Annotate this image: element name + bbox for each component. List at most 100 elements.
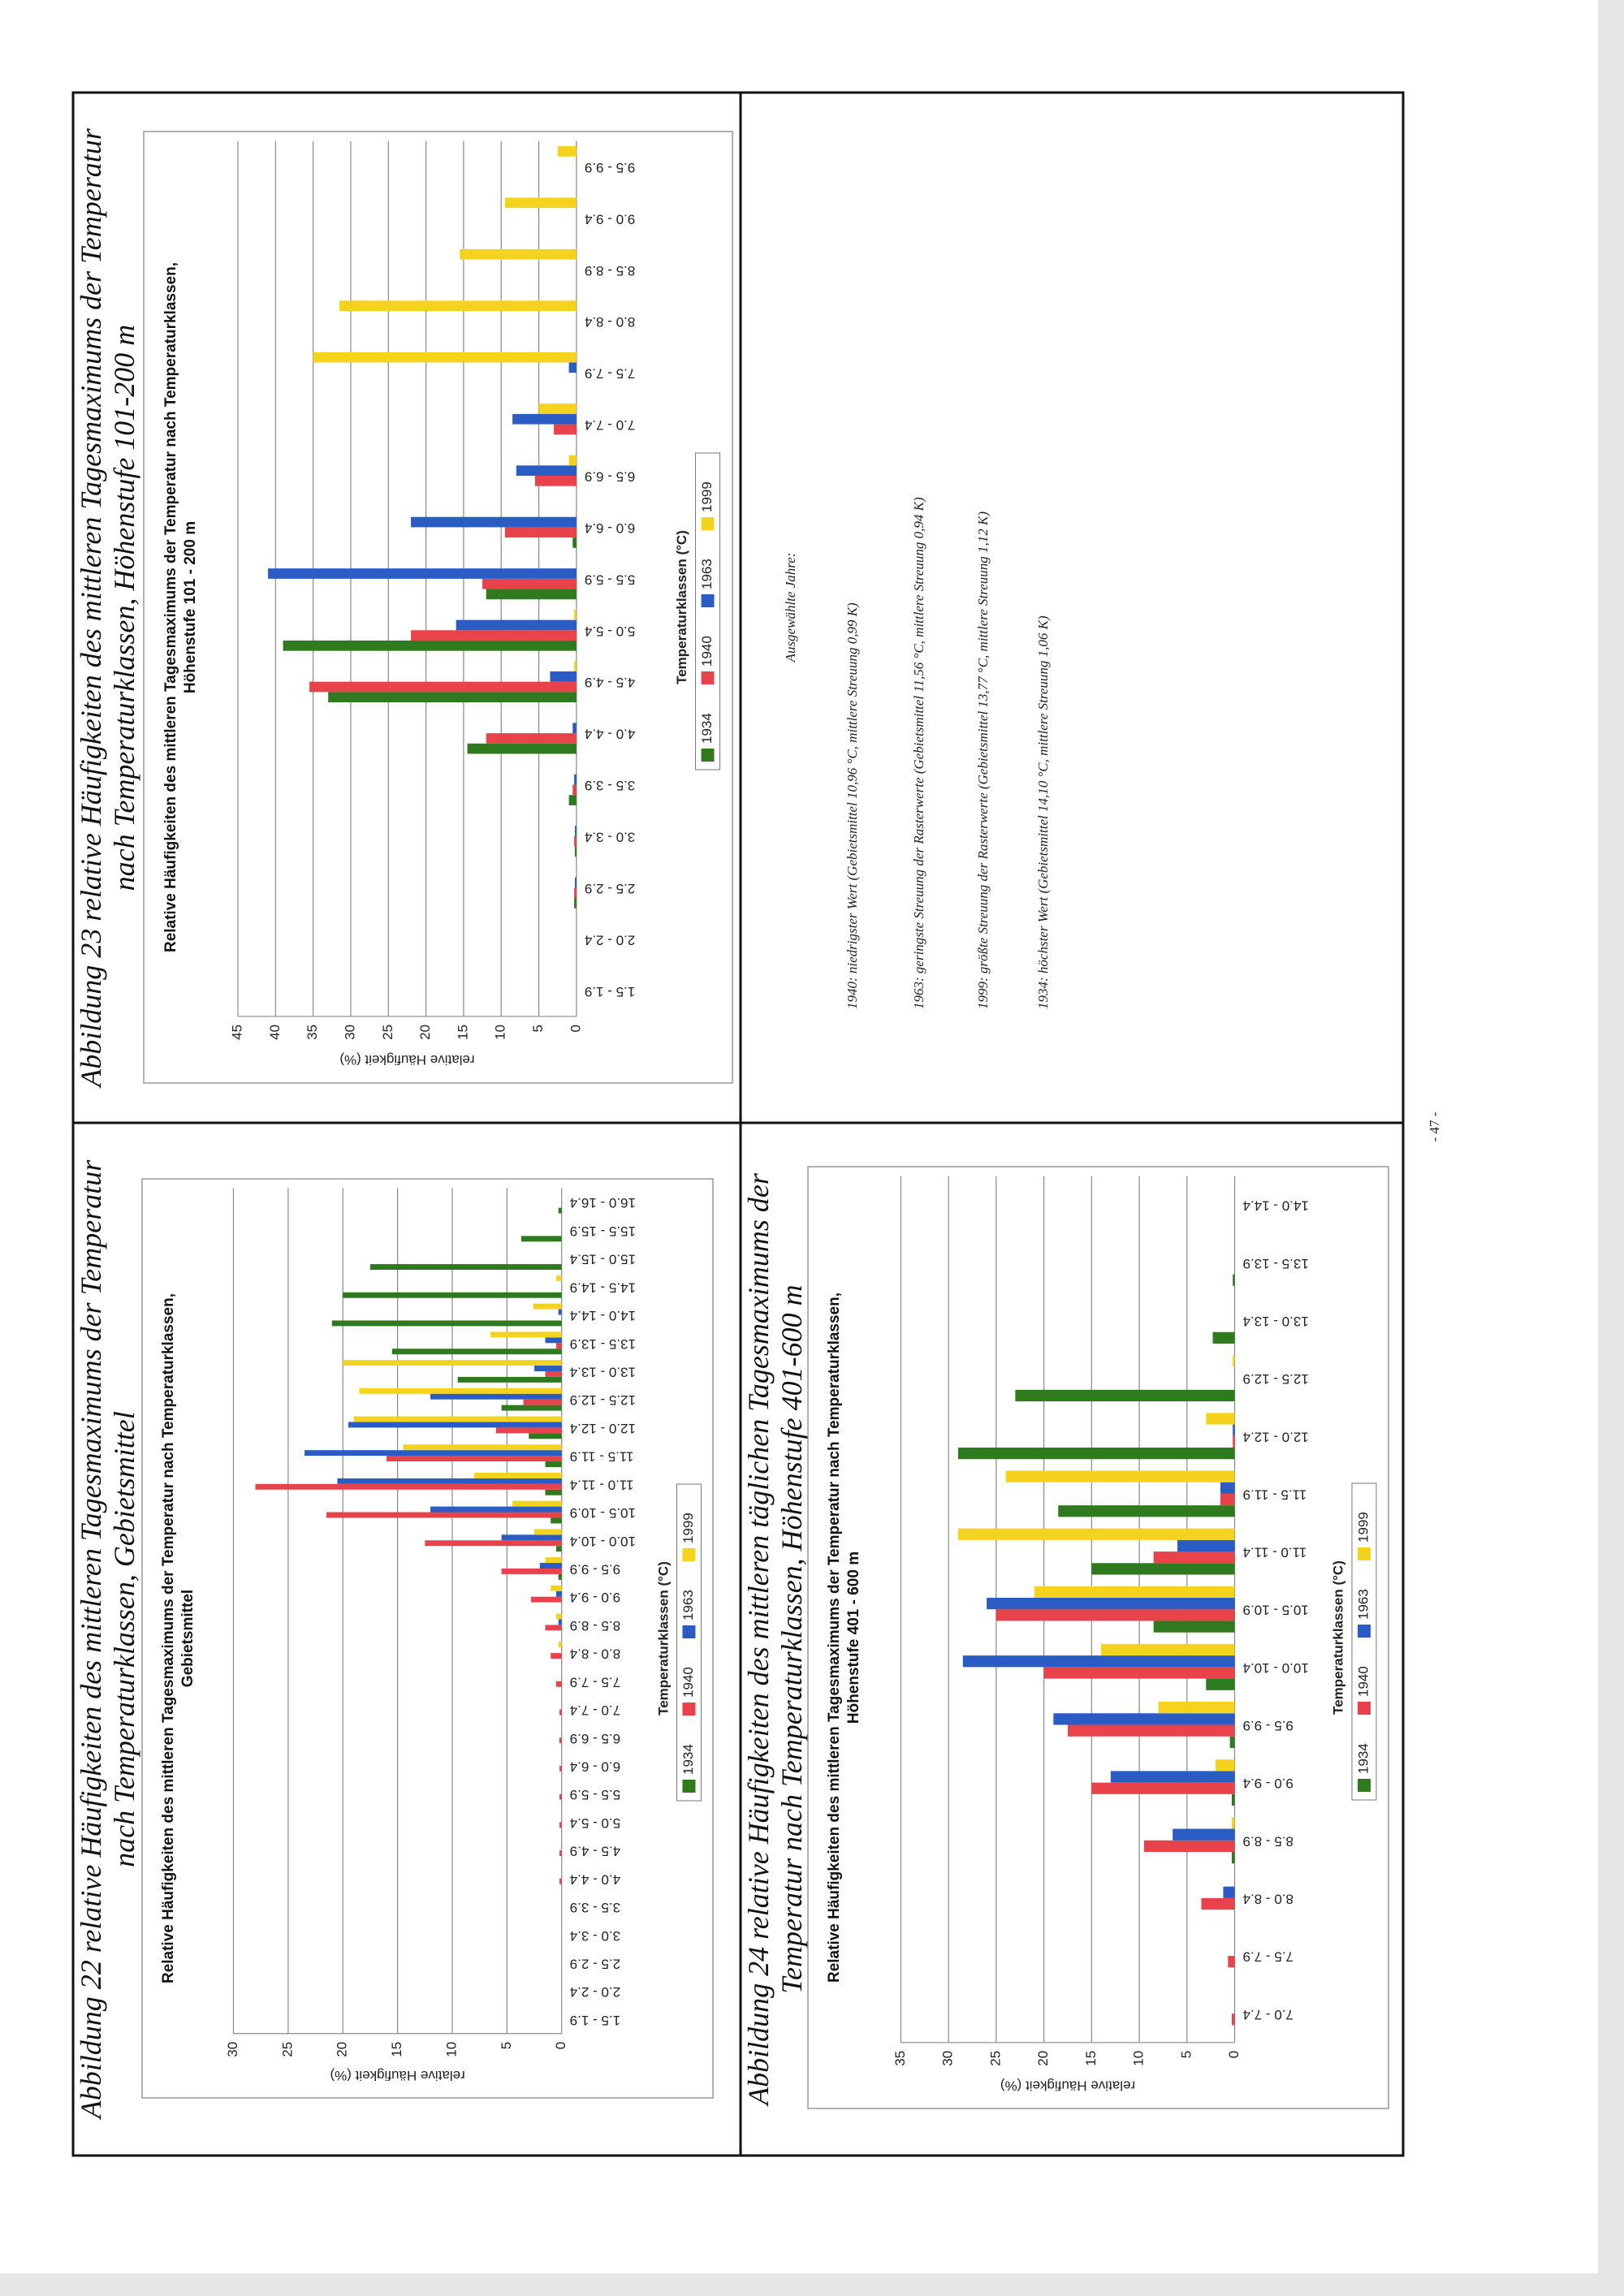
bar xyxy=(1223,1886,1235,1898)
figure-caption: Abbildung 23 relative Häufigkeiten des m… xyxy=(75,128,141,1087)
bar xyxy=(369,1264,562,1270)
chart-title: Relative Häufigkeiten des mittleren Tage… xyxy=(162,262,199,953)
bar xyxy=(1043,1667,1235,1679)
bar xyxy=(545,1370,562,1377)
bar xyxy=(533,1303,562,1310)
bar xyxy=(1153,1621,1235,1633)
x-tick-label: 15.5 - 15.9 xyxy=(570,1224,636,1239)
bar xyxy=(996,1609,1235,1621)
figure-caption-box: Abbildung 23 relative Häufigkeiten des m… xyxy=(75,128,141,1087)
bar xyxy=(1058,1505,1235,1517)
x-tick-label: 5.5 - 5.9 xyxy=(585,572,635,587)
bar xyxy=(568,455,577,466)
x-tick-label: 4.5 - 4.9 xyxy=(570,1844,620,1859)
bar xyxy=(555,1546,562,1552)
bar xyxy=(534,475,577,486)
x-tick-label: 7.0 - 7.4 xyxy=(585,417,635,433)
bar xyxy=(460,248,577,260)
bar xyxy=(304,1450,562,1457)
bar xyxy=(555,1590,562,1597)
bar xyxy=(568,795,577,805)
y-tick-label: 20 xyxy=(417,1025,433,1040)
bar xyxy=(534,1366,562,1371)
legend-label: 1999 xyxy=(699,481,715,512)
bar xyxy=(545,1337,562,1344)
y-tick-label: 5 xyxy=(499,2042,514,2049)
bar xyxy=(313,352,577,363)
bar xyxy=(555,1681,562,1687)
bar xyxy=(430,1506,562,1513)
y-tick-label: 40 xyxy=(267,1025,283,1040)
bar xyxy=(411,630,577,641)
y-tick-label: 15 xyxy=(455,1025,470,1040)
bar xyxy=(516,465,577,476)
bar xyxy=(558,1207,562,1214)
bar xyxy=(1220,1482,1235,1494)
legend-frame xyxy=(676,1483,702,1802)
chart-title-box: Relative Häufigkeiten des mittleren Tage… xyxy=(160,1293,197,1984)
scan-margin xyxy=(1598,0,1624,2296)
bar xyxy=(551,1653,562,1659)
bar xyxy=(962,1655,1235,1668)
x-tick-label: 4.5 - 4.9 xyxy=(585,675,635,690)
bar xyxy=(456,619,577,631)
bar xyxy=(1212,1331,1235,1344)
x-axis-title: Temperaturklassen (°C) xyxy=(656,1561,672,1716)
bar xyxy=(1177,1539,1235,1552)
bar xyxy=(482,578,577,589)
bar xyxy=(1216,1759,1235,1772)
y-tick-label: 0 xyxy=(553,2042,568,2049)
legend-swatch xyxy=(701,749,715,762)
bar xyxy=(467,743,577,754)
bar xyxy=(545,1557,562,1564)
bar xyxy=(309,681,577,693)
bar xyxy=(348,1422,562,1428)
bar xyxy=(559,1878,562,1884)
bar xyxy=(538,404,577,414)
chart-title-box: Relative Häufigkeiten des mittleren Tage… xyxy=(162,262,199,953)
y-tick-label: 20 xyxy=(335,2042,350,2057)
bar xyxy=(1232,1852,1235,1864)
bar xyxy=(1233,1355,1235,1367)
x-tick-label: 2.0 - 2.4 xyxy=(570,1984,620,2000)
x-tick-label: 7.0 - 7.4 xyxy=(1243,2007,1294,2022)
y-tick-label: 10 xyxy=(493,1025,508,1040)
y-axis-title: relative Häufigkeit (%) xyxy=(330,2068,464,2083)
legend-swatch xyxy=(701,517,715,530)
y-axis-title: relative Häufigkeit (%) xyxy=(339,1052,474,1068)
scan-margin xyxy=(0,2273,1624,2296)
y-tick-label: 30 xyxy=(940,2051,956,2066)
notes-line: 1934: höchster Wert (Gebietsmittel 14,10… xyxy=(1035,615,1051,1009)
bar xyxy=(1091,1563,1235,1575)
bar xyxy=(558,1642,562,1648)
bar xyxy=(1034,1586,1235,1598)
x-tick-label: 12.0 - 12.4 xyxy=(570,1421,636,1436)
x-tick-label: 9.5 - 9.9 xyxy=(1243,1718,1294,1733)
y-tick-label: 30 xyxy=(225,2042,240,2057)
legend-swatch xyxy=(682,1548,696,1561)
bar xyxy=(554,424,577,435)
x-tick-label: 9.5 - 9.9 xyxy=(570,1561,620,1577)
page-number: - 47 - xyxy=(1427,1111,1442,1142)
bar xyxy=(495,1427,562,1434)
bar xyxy=(575,846,577,857)
x-tick-label: 8.0 - 8.4 xyxy=(585,314,635,330)
bar xyxy=(343,1292,562,1298)
bar xyxy=(574,774,577,785)
chart-title-box: Relative Häufigkeiten des mittleren Tage… xyxy=(826,1293,862,1983)
x-tick-label: 5.0 - 5.4 xyxy=(570,1815,620,1831)
bar xyxy=(523,1399,562,1405)
legend-swatch xyxy=(682,1703,696,1716)
x-tick-label: 4.0 - 4.4 xyxy=(585,727,635,742)
bar xyxy=(572,537,577,548)
chart-title: Relative Häufigkeiten des mittleren Tage… xyxy=(160,1293,197,1984)
x-tick-label: 10.5 - 10.9 xyxy=(1243,1603,1309,1618)
bar xyxy=(559,1765,562,1772)
x-tick-label: 9.5 - 9.9 xyxy=(585,160,635,175)
x-tick-label: 3.5 - 3.9 xyxy=(585,778,635,793)
notes-line: 1940: niedrigster Wert (Gebietsmittel 10… xyxy=(844,602,860,1009)
notes-line: 1999: größte Streuung der Rasterwerte (G… xyxy=(975,511,991,1009)
x-tick-label: 10.0 - 10.4 xyxy=(1243,1660,1309,1676)
bar xyxy=(504,197,577,209)
